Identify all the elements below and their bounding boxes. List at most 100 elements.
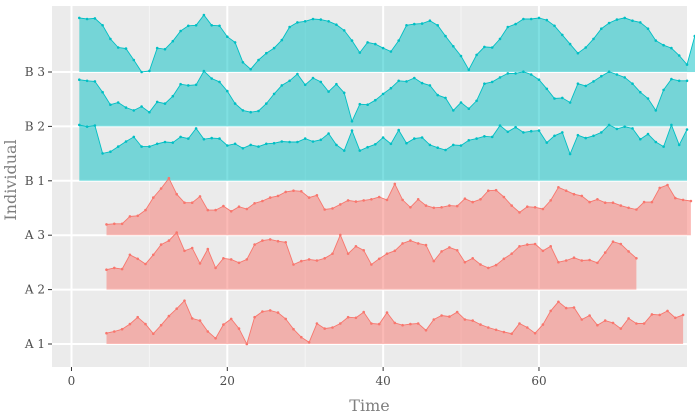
data-point	[561, 131, 564, 134]
y-tick-label: B 2	[25, 119, 45, 133]
data-point	[479, 323, 482, 326]
data-point	[342, 149, 346, 152]
data-point	[650, 313, 654, 316]
data-point	[413, 137, 416, 140]
data-point	[479, 263, 482, 266]
data-point	[272, 46, 276, 50]
data-point	[463, 260, 467, 264]
data-point	[327, 90, 330, 93]
data-point	[444, 34, 447, 38]
data-point	[409, 206, 412, 209]
data-point	[459, 101, 463, 104]
data-point	[440, 250, 443, 253]
data-point	[424, 243, 428, 247]
data-point	[218, 24, 221, 28]
data-point	[580, 318, 584, 321]
data-point	[128, 215, 132, 218]
data-point	[377, 322, 381, 326]
data-point	[654, 109, 658, 112]
data-point	[432, 206, 436, 210]
data-point	[331, 252, 334, 255]
data-point	[233, 142, 237, 146]
data-point	[568, 101, 572, 104]
data-point	[120, 222, 124, 226]
data-point	[646, 27, 650, 31]
data-point	[385, 198, 389, 202]
data-point	[377, 257, 381, 261]
data-point	[296, 140, 299, 144]
data-point	[331, 326, 334, 329]
data-point	[132, 109, 136, 112]
data-point	[545, 87, 549, 91]
data-point	[471, 200, 475, 204]
series-line	[106, 177, 691, 225]
data-point	[631, 127, 634, 130]
data-point	[467, 107, 471, 110]
data-point	[584, 84, 587, 88]
data-point	[159, 323, 163, 327]
data-point	[475, 99, 478, 103]
data-point	[436, 146, 440, 149]
data-point	[339, 322, 342, 325]
data-point	[619, 242, 623, 246]
data-point	[370, 322, 373, 325]
data-point	[424, 329, 428, 332]
data-point	[413, 22, 416, 26]
data-point	[592, 37, 595, 41]
data-point	[397, 128, 401, 132]
data-point	[265, 51, 268, 55]
data-point	[268, 196, 272, 199]
data-point	[561, 33, 564, 37]
data-point	[502, 330, 506, 334]
data-point	[113, 330, 116, 333]
data-point	[677, 79, 681, 83]
data-point	[144, 322, 147, 326]
data-point	[467, 68, 471, 71]
data-point	[331, 207, 334, 210]
data-point	[627, 206, 630, 210]
y-tick-label: B 3	[25, 65, 45, 79]
series-a3	[105, 176, 693, 236]
data-point	[300, 259, 303, 263]
data-point	[194, 127, 198, 130]
data-point	[405, 24, 408, 27]
data-point	[502, 257, 506, 261]
data-point	[374, 42, 377, 46]
data-point	[444, 148, 447, 152]
data-point	[389, 50, 393, 53]
data-point	[175, 192, 178, 196]
data-point	[237, 205, 241, 208]
data-point	[311, 17, 315, 21]
data-point	[576, 82, 580, 85]
series-b1	[78, 123, 689, 181]
data-point	[190, 201, 194, 204]
data-point	[265, 142, 268, 146]
data-point	[222, 257, 225, 260]
data-point	[463, 197, 467, 200]
data-point	[268, 309, 272, 312]
data-point	[179, 29, 182, 33]
data-point	[116, 46, 120, 49]
data-point	[670, 123, 673, 127]
data-point	[459, 54, 463, 58]
data-point	[233, 102, 237, 105]
data-point	[155, 142, 159, 146]
data-point	[175, 231, 178, 234]
data-point	[187, 24, 190, 28]
data-point	[537, 129, 541, 132]
data-point	[483, 45, 486, 49]
data-point	[374, 143, 377, 146]
data-point	[518, 245, 521, 248]
data-point	[323, 257, 327, 260]
data-point	[658, 313, 661, 317]
series-area	[106, 232, 637, 290]
data-point	[592, 80, 595, 83]
data-point	[615, 18, 619, 21]
data-point	[249, 110, 252, 114]
data-point	[677, 143, 681, 147]
y-axis-title: Individual	[1, 139, 20, 220]
data-point	[452, 45, 455, 48]
data-point	[78, 16, 81, 20]
data-point	[529, 73, 533, 76]
data-point	[179, 135, 182, 139]
